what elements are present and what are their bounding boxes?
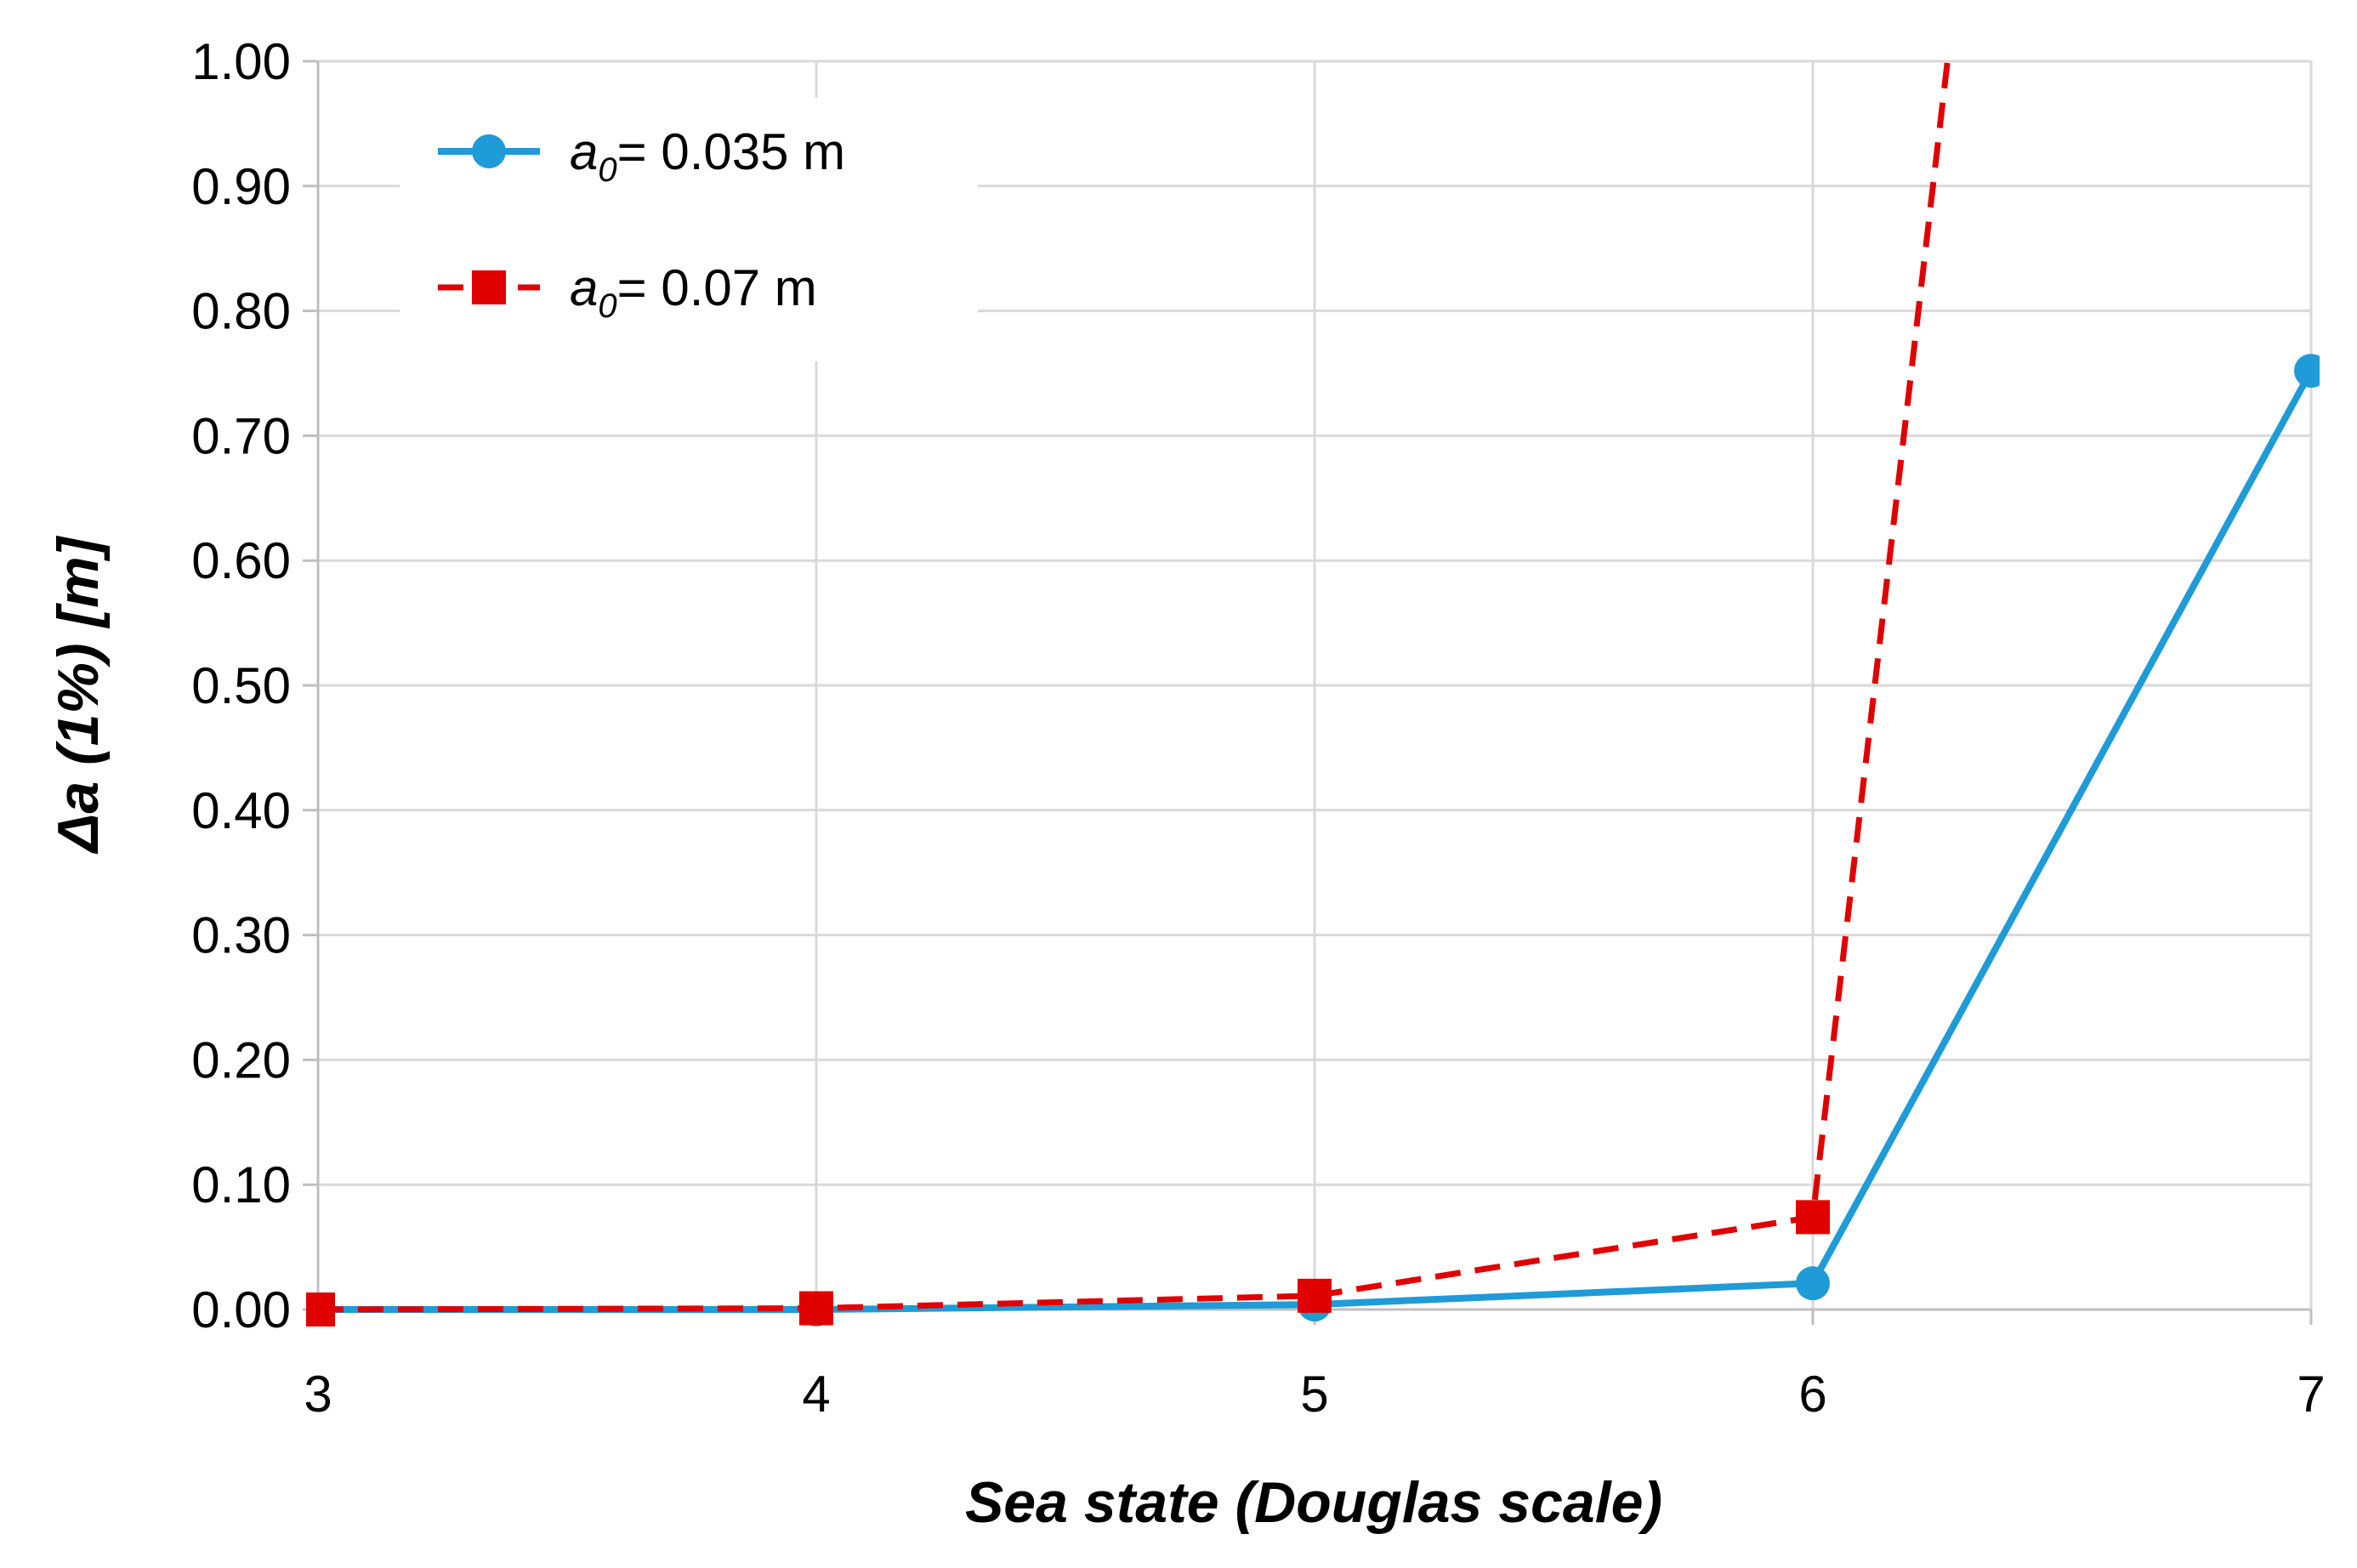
x-tick-label: 7 bbox=[2297, 1366, 2325, 1423]
series-line-2 bbox=[317, 61, 1951, 1313]
x-tick-label: 4 bbox=[802, 1366, 830, 1423]
y-tick-label: 0.30 bbox=[191, 907, 291, 964]
legend-label-1: a0= 0.035 m bbox=[570, 123, 845, 189]
labels: Sea state (Douglas scale) Δa (1%) [m] bbox=[46, 535, 1662, 1535]
legend-symbol: a bbox=[570, 259, 598, 316]
legend-label-2: a0= 0.07 m bbox=[570, 259, 817, 325]
series-2-point bbox=[799, 1291, 833, 1326]
y-tick-label: 0.90 bbox=[191, 158, 291, 215]
legend-marker-1 bbox=[472, 134, 506, 168]
x-tick-label: 6 bbox=[1798, 1366, 1826, 1423]
series-2-point bbox=[1796, 1200, 1830, 1235]
x-axis-title: Sea state (Douglas scale) bbox=[965, 1470, 1662, 1535]
legend: a0= 0.035 ma0= 0.07 m bbox=[400, 98, 978, 361]
series-layer bbox=[306, 61, 2320, 1327]
y-tick-label: 0.50 bbox=[191, 657, 291, 714]
legend-symbol: a bbox=[570, 123, 598, 180]
x-tick-label: 3 bbox=[304, 1366, 332, 1423]
y-tick-label: 0.70 bbox=[191, 407, 291, 464]
y-tick-label: 0.20 bbox=[191, 1031, 291, 1088]
y-tick-label: 0.10 bbox=[191, 1156, 291, 1213]
legend-text: = 0.035 m bbox=[617, 123, 846, 180]
series-1-point bbox=[1796, 1266, 1830, 1301]
series-1-point bbox=[2294, 354, 2320, 389]
legend-marker-2 bbox=[472, 270, 506, 304]
y-tick-label: 0.80 bbox=[191, 283, 291, 340]
y-tick-label: 0.60 bbox=[191, 532, 291, 589]
y-axis-title: Δa (1%) [m] bbox=[46, 535, 111, 855]
legend-subscript: 0 bbox=[598, 151, 616, 189]
y-tick-label: 0.40 bbox=[191, 782, 291, 839]
series-2-point bbox=[1298, 1278, 1332, 1313]
x-tick-label: 5 bbox=[1300, 1366, 1328, 1423]
legend-subscript: 0 bbox=[598, 287, 616, 325]
legend-text: = 0.07 m bbox=[617, 259, 817, 316]
series-2-point bbox=[306, 1292, 335, 1327]
y-tick-label: 1.00 bbox=[191, 33, 291, 90]
y-tick-label: 0.00 bbox=[191, 1281, 291, 1338]
